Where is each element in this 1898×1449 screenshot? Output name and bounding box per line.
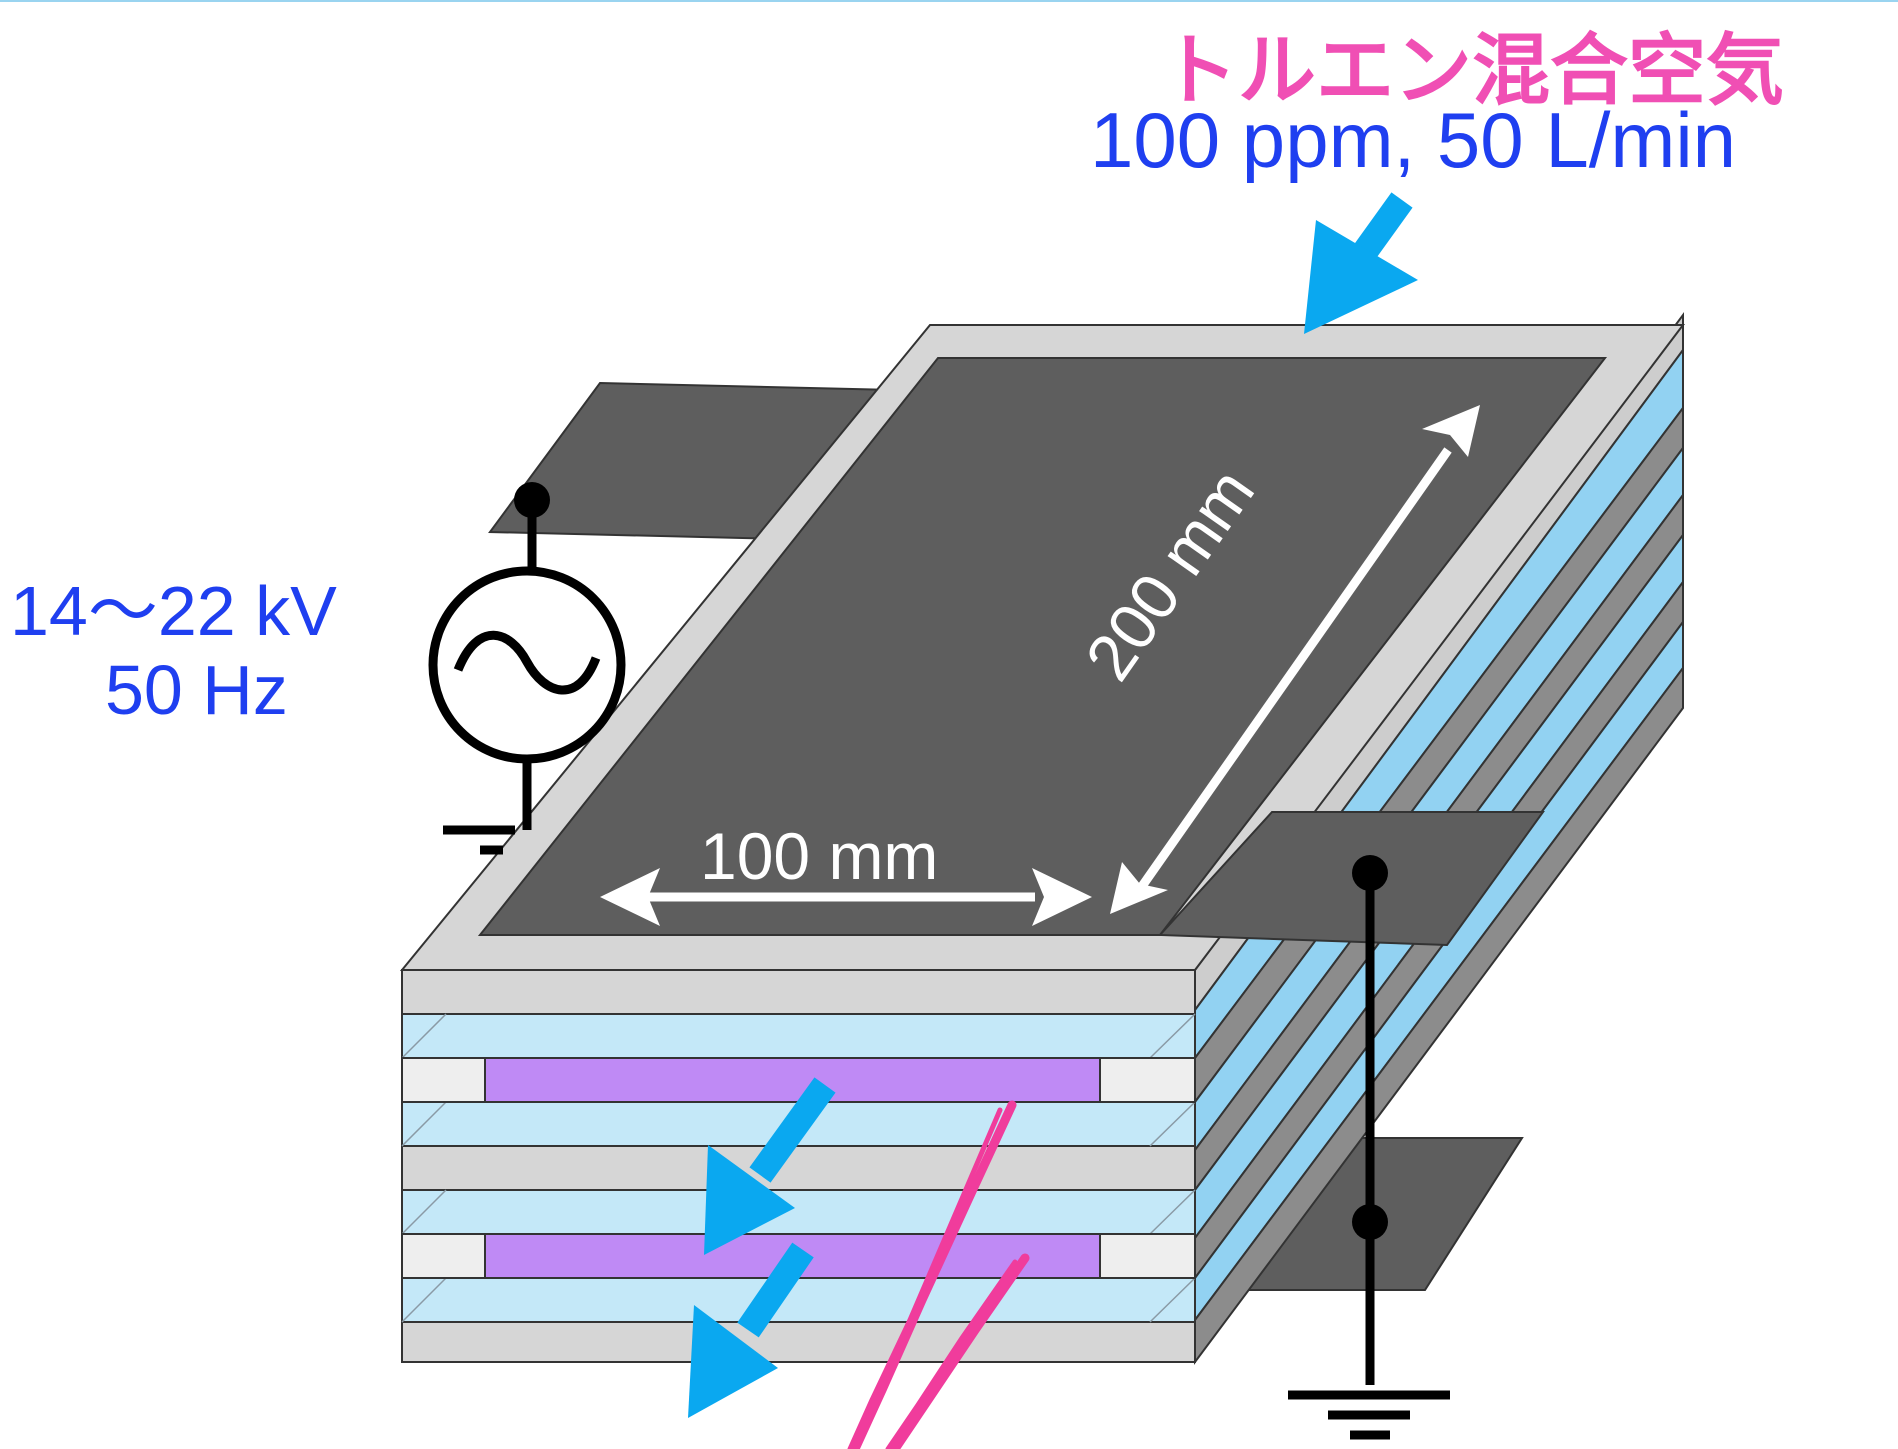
gas-conditions-label: 100 ppm, 50 L/min: [1090, 96, 1737, 184]
dimension-arrow-100mm: [600, 868, 1092, 926]
gas-outlet-arrow-lower: [688, 1242, 814, 1418]
ground-connection: [1288, 855, 1450, 1440]
uv-light-beam: [847, 1100, 1030, 1449]
gas-outlet-arrow-upper: [704, 1077, 836, 1255]
frequency-label: 50 Hz: [105, 651, 288, 729]
dimension-arrow-200mm: [1110, 405, 1480, 914]
gas-inlet-arrow: [1304, 192, 1418, 334]
ac-power-source: [428, 482, 626, 855]
gas-name-label: トルエン混合空気: [1160, 26, 1785, 114]
discharge-gap-upper: [401, 1057, 1196, 1103]
voltage-label: 14～22 kV: [10, 572, 337, 650]
ground-electrode-tab-upper: [1157, 811, 1545, 947]
width-dimension-label: 100 mm: [700, 819, 939, 893]
stack-front-face: [401, 969, 1196, 1363]
